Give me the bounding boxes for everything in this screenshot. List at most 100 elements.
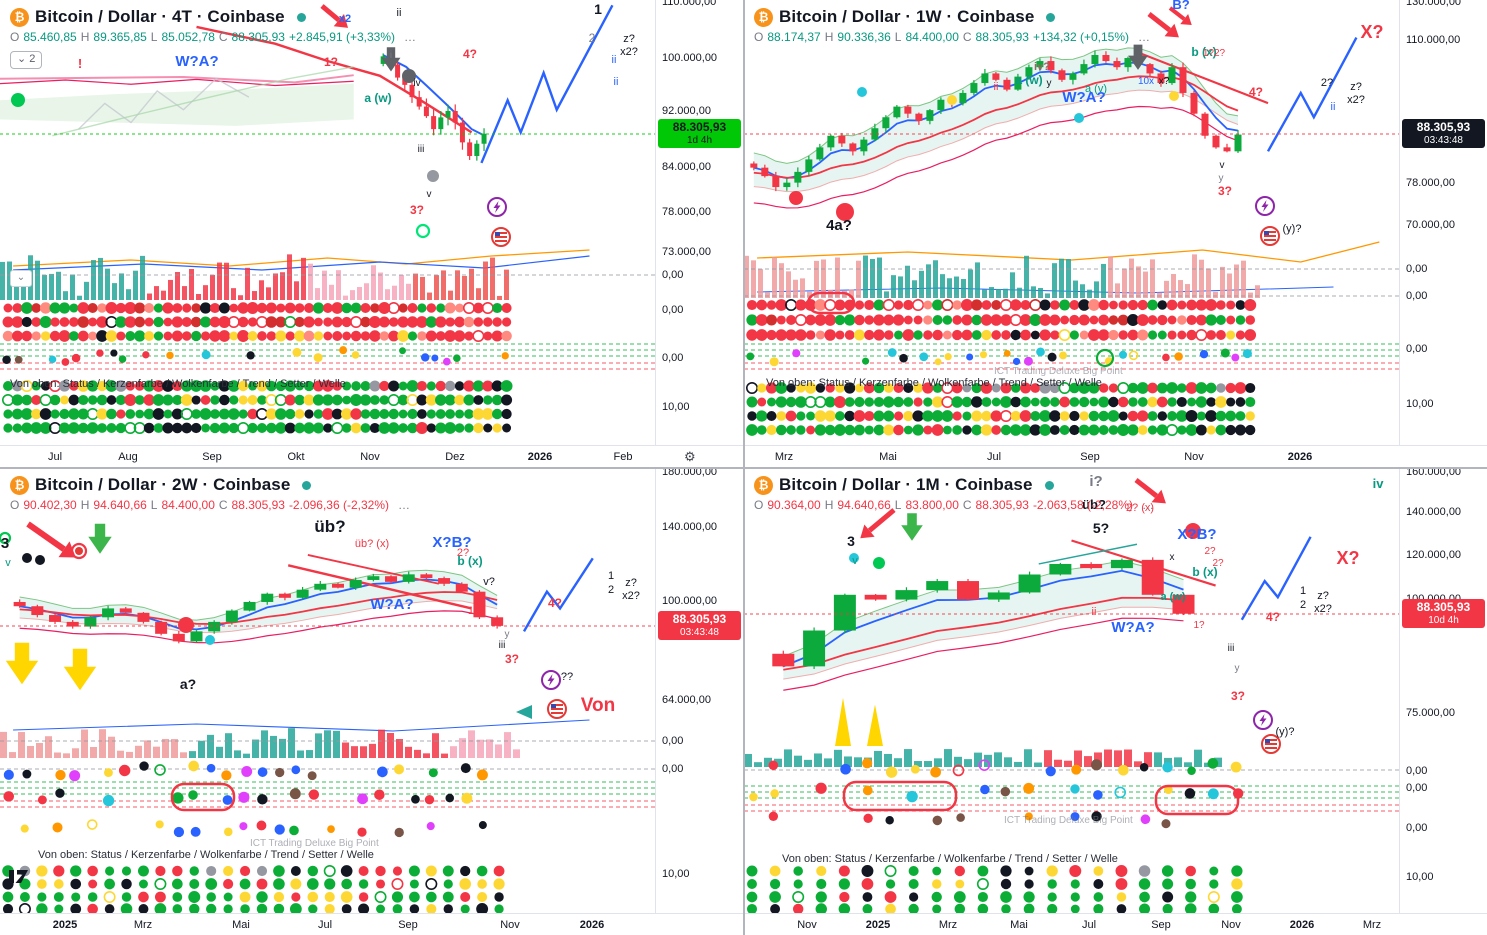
chart-annotation: ?? [561, 671, 573, 683]
chart-annotation: x2? [1314, 603, 1332, 615]
ohlc-close: 88.305,93 [975, 30, 1029, 44]
symbol-title[interactable]: Bitcoin / Dollar · 2W · Coinbase [35, 475, 291, 494]
symbol-title[interactable]: Bitcoin / Dollar · 1W · Coinbase [779, 7, 1035, 26]
chart-annotation: ii [397, 7, 402, 19]
chart-annotation: 4? [548, 596, 562, 610]
indicator-dot[interactable] [302, 480, 312, 490]
ohlc-change: -2.096,36 (-2,32%) [288, 498, 389, 512]
time-axis-label: Mai [232, 919, 250, 931]
symbol-title[interactable]: Bitcoin / Dollar · 4T · Coinbase [35, 7, 285, 26]
time-axis-label: Nov [360, 451, 380, 463]
dot-icon [205, 635, 215, 645]
fdown-icon [88, 523, 112, 554]
price-scale-label: 0,00 [662, 352, 684, 364]
badge-countdown: 03:43:48 [680, 627, 719, 638]
price-scale-label: 0,00 [1406, 263, 1428, 275]
ohlc-change: +2.845,91 (+3,33%) [288, 30, 396, 44]
chart-annotation: B? [1172, 0, 1189, 12]
price-scale[interactable]: 160.000,00140.000,00120.000,00100.000,00… [1399, 468, 1487, 913]
rrect-icon [842, 780, 958, 812]
indicator-status-text: Von oben: Status / Kerzenfarbe / Wolkenf… [782, 853, 1118, 865]
dot-icon [35, 555, 45, 565]
chart-annotation: ii [612, 54, 617, 66]
chart-annotation: üb? [1082, 497, 1106, 512]
chart-annotation: 3? [1231, 689, 1245, 703]
chart-annotation: i? [1089, 473, 1102, 490]
time-axis-label: Jul [47, 451, 63, 463]
current-price-badge[interactable]: 88.305,93 10d 4h [1402, 599, 1485, 628]
chart-annotation: x2? [620, 46, 638, 58]
price-scale[interactable]: 130.000,00 110.000,00 78.000,00 70.000,00 0,… [1399, 0, 1487, 445]
chart-annotation: z? [623, 33, 635, 45]
badge-countdown: 10d 4h [1428, 615, 1459, 626]
fdown-icon [5, 642, 39, 685]
chart-annotation: y [1235, 663, 1240, 674]
chart-canvas[interactable]: i? üb? 2? (x) 5? X?B? 3 v X? W?A? b (x) a (w) x ii 2?… [744, 468, 1487, 935]
chart-annotation: x? [1159, 76, 1170, 87]
ohlc-close: 88.305,93 [975, 498, 1029, 512]
chart-annotation: 2? [1321, 77, 1333, 89]
watermark-text: ICT Trading Deluxe Big Point [994, 366, 1123, 377]
tradingview-logo[interactable] [8, 866, 30, 886]
more-ellipsis[interactable]: … [398, 498, 412, 512]
time-axis-label: 2026 [1289, 919, 1315, 931]
time-axis-label: Jul [1081, 919, 1097, 931]
time-axis-label: Sep [1151, 919, 1171, 931]
time-axis-label: Dez [445, 451, 465, 463]
more-ellipsis[interactable]: … [1138, 30, 1153, 44]
panel-separator-horizontal[interactable] [0, 467, 1487, 469]
time-axis-label: Nov [1184, 451, 1204, 463]
time-axis[interactable]: Mrz Mai Jul Sep Nov 2026 [744, 445, 1487, 467]
chart-annotation: ii [1092, 606, 1097, 618]
current-price-badge[interactable]: 88.305,93 1d 4h [658, 119, 741, 148]
badge-countdown: 1d 4h [686, 135, 713, 146]
chart-canvas[interactable]: X? B? 4a? W?A? a (w) y a (v) b (x) iv? ii 10x x? 1?2… [744, 0, 1487, 467]
indicator-dot[interactable] [296, 12, 306, 22]
collapse-button[interactable]: ⌄ 2 [10, 51, 43, 69]
price-scale[interactable]: 180.000,00 140.000,00 100.000,00 64.000,00 0… [655, 468, 743, 913]
symbol-title[interactable]: Bitcoin / Dollar · 1M · Coinbase [779, 475, 1033, 494]
time-axis-label: 2026 [579, 919, 605, 931]
chart-annotation: 4? [1249, 85, 1263, 99]
chart-annotation: 3? [410, 203, 424, 217]
badge-price: 88.305,93 [672, 612, 727, 626]
price-scale-label: 140.000,00 [1406, 506, 1462, 518]
chart-panel-1m: i? üb? 2? (x) 5? X?B? 3 v X? W?A? b (x) a (w) x ii 2?… [744, 468, 1487, 935]
dot-icon [1169, 91, 1179, 101]
time-axis[interactable]: Jul Aug Sep Okt Nov Dez 2026 Feb ⚙ [0, 445, 743, 467]
time-axis-label: Nov [797, 919, 817, 931]
rrect-icon [806, 291, 856, 315]
price-scale-label: 0,00 [1406, 290, 1428, 302]
chart-annotation: X? [1336, 548, 1359, 568]
time-axis[interactable]: 2025 Mrz Mai Jul Sep Nov 2026 [0, 913, 743, 935]
ohlc-low: 84.400,00 [905, 30, 959, 44]
ohlc-low: 85.052,78 [161, 30, 215, 44]
chart-annotation: 3 [1, 535, 9, 552]
price-scale-label: 0,00 [662, 763, 684, 775]
more-ellipsis[interactable]: … [1142, 498, 1156, 512]
time-axis[interactable]: Nov 2025 Mrz Mai Jul Sep Nov 2026 Mrz [744, 913, 1487, 935]
chart-annotation: 1 [608, 570, 614, 582]
indicator-dot[interactable] [1046, 12, 1056, 22]
price-scale-label: 10,00 [662, 401, 690, 413]
dot-icon [427, 170, 439, 182]
indicator-dot[interactable] [1044, 480, 1054, 490]
price-scale-label: 180.000,00 [662, 468, 718, 478]
axis-settings-gear-icon[interactable]: ⚙ [684, 449, 696, 464]
ohlc-open: 90.364,00 [767, 498, 821, 512]
chart-annotation: z? [625, 577, 637, 589]
price-scale[interactable]: 110.000,00 100.000,00 92.000,00 84.000,00 78… [655, 0, 743, 445]
dot-icon [11, 93, 25, 107]
dot-icon [873, 557, 885, 569]
chart-annotation: iv [1373, 476, 1385, 491]
current-price-badge[interactable]: 88.305,93 03:43:48 [1402, 119, 1485, 148]
time-axis-label: Jul [986, 451, 1002, 463]
chart-annotation: 1 [1300, 585, 1306, 597]
chart-annotation: (y)? [1283, 223, 1302, 235]
more-ellipsis[interactable]: … [404, 30, 419, 44]
pane-collapse-button[interactable]: ⌄ [10, 270, 32, 287]
price-scale-label: 160.000,00 [1406, 468, 1462, 478]
current-price-badge[interactable]: 88.305,93 03:43:48 [658, 611, 741, 640]
